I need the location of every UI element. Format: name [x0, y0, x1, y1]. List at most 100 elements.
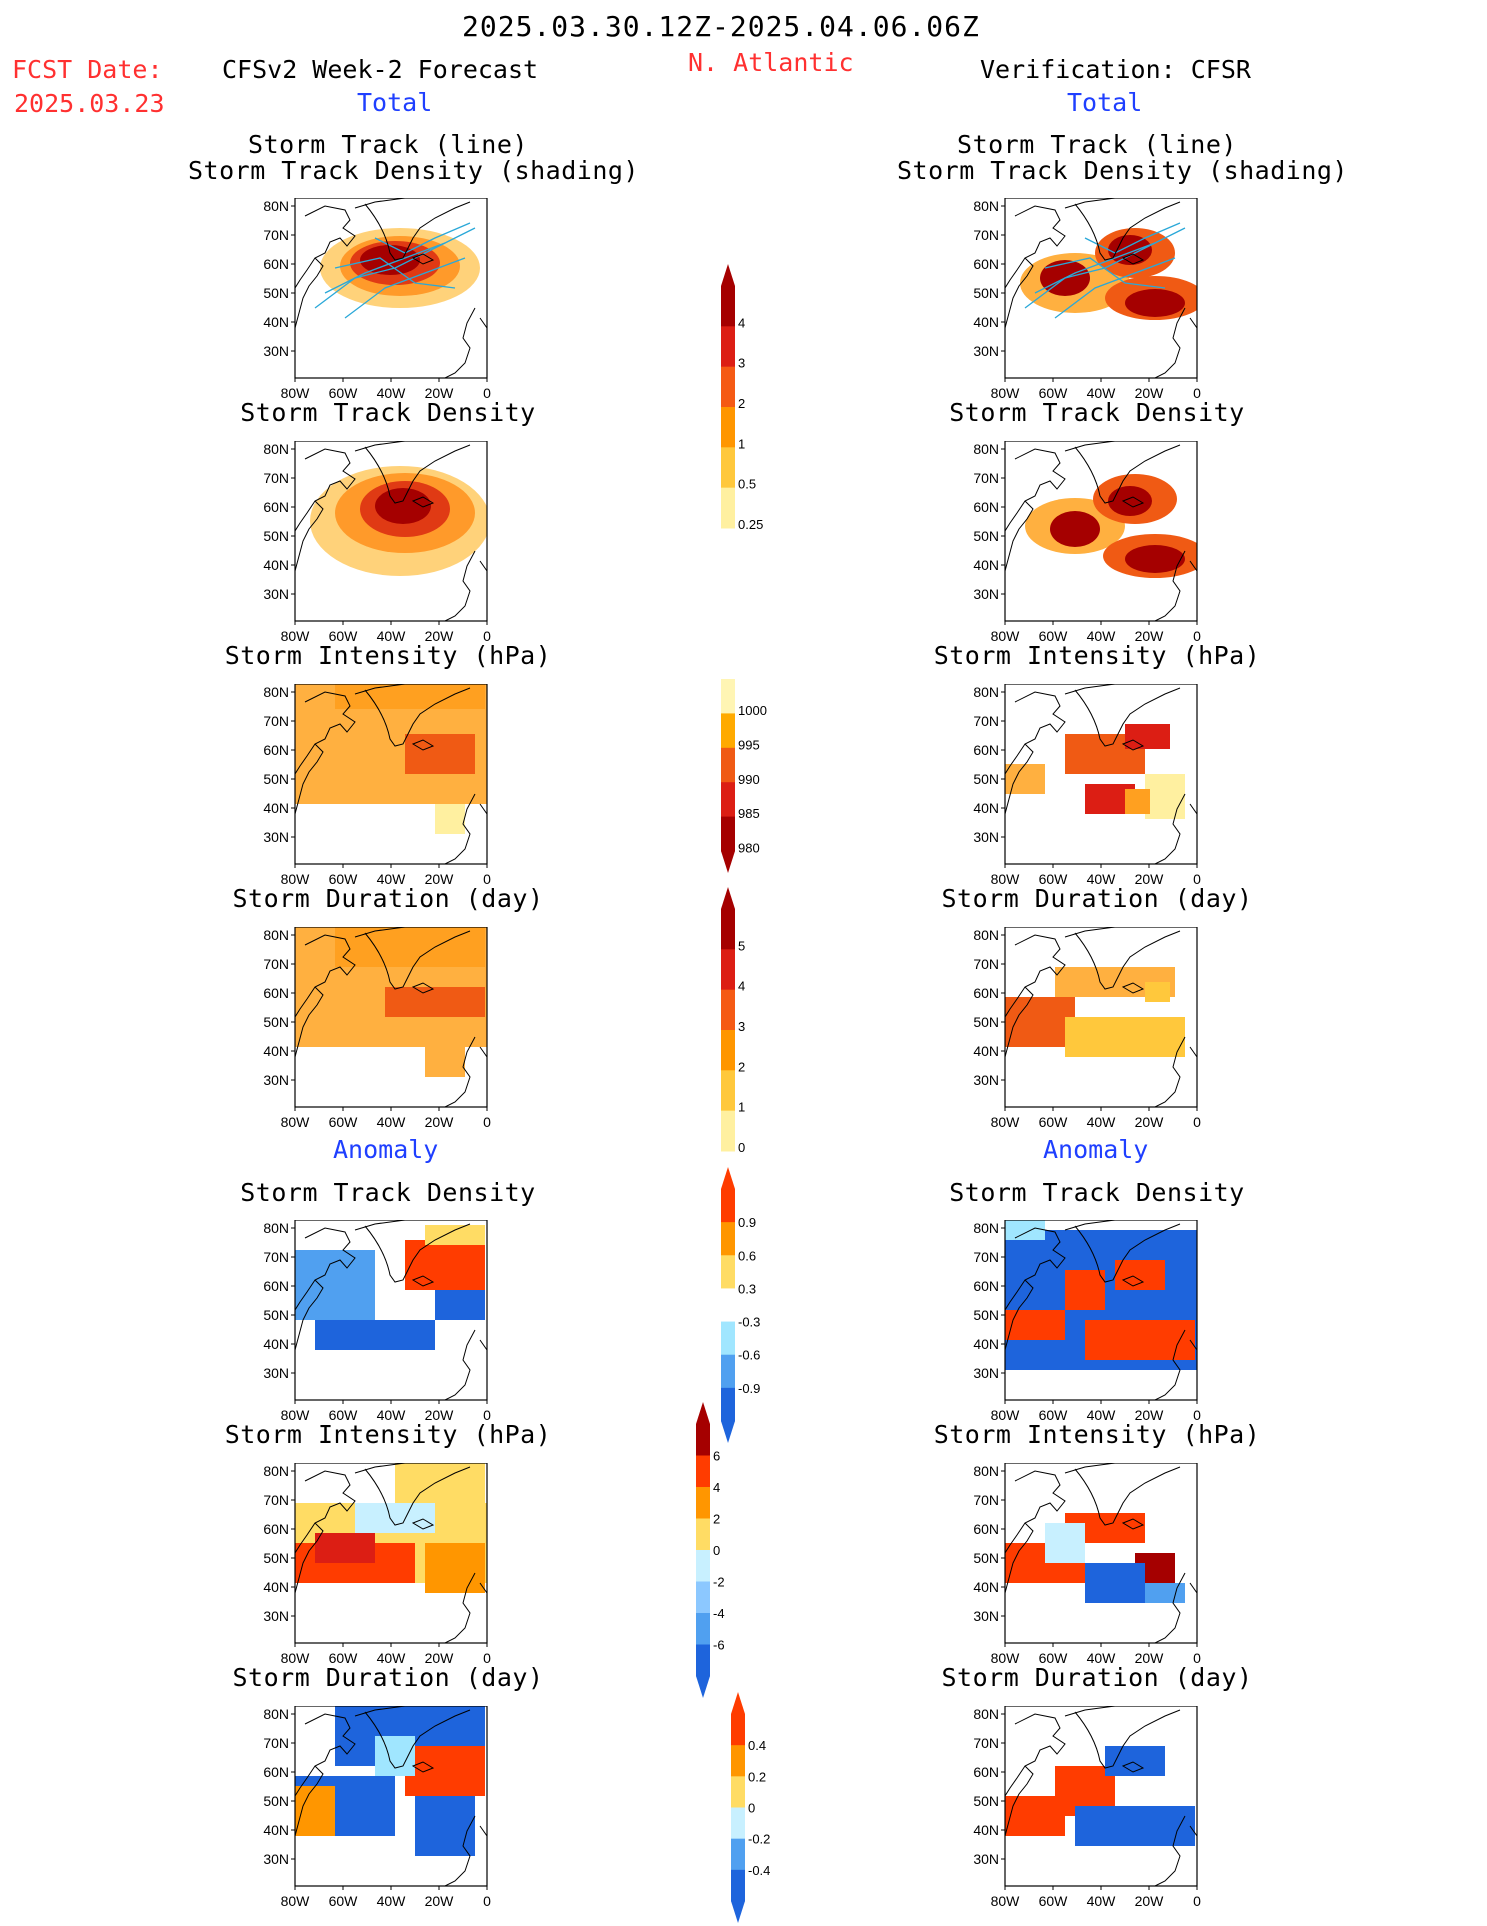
map-panel-total-track-left: 80N 70N 60N 50N 40N 30N 80W 60W 40W 20W 0: [263, 198, 491, 401]
colorbar-swatch: [721, 989, 735, 1031]
lon-tick-label: 60W: [329, 1650, 359, 1666]
title-anom-density-right: Storm Track Density: [949, 1178, 1245, 1207]
lat-tick-label: 50N: [263, 285, 289, 301]
colorbar-label: -0.3: [738, 1315, 760, 1330]
lat-tick-label: 70N: [263, 1492, 289, 1508]
colorbar-swatch: [721, 1288, 735, 1323]
lat-tick-label: 70N: [973, 1492, 999, 1508]
colorbar-label: 2: [713, 1512, 720, 1527]
colorbar-label: -6: [713, 1638, 725, 1653]
field-block: [1005, 764, 1045, 794]
storm-track-line: [1044, 257, 1166, 289]
lat-tick-label: 80N: [263, 1706, 289, 1722]
colorbar-label: 4: [738, 979, 745, 994]
lat-tick-label: 50N: [973, 528, 999, 544]
lon-tick-label: 60W: [329, 871, 359, 887]
lon-tick-label: 80W: [281, 385, 311, 401]
coastline: [295, 441, 487, 621]
lat-tick-label: 50N: [263, 771, 289, 787]
lat-tick-label: 40N: [263, 557, 289, 573]
coastline: [1005, 441, 1197, 621]
lon-tick-label: 20W: [425, 1407, 455, 1423]
colorbar-total-duration: 5 4 3 2 1 0: [721, 887, 745, 1155]
colorbar-swatch: [721, 447, 735, 489]
lon-tick-label: 20W: [425, 1893, 455, 1909]
colorbar-swatch: [696, 1518, 710, 1551]
lon-tick-label: 0: [1193, 1893, 1201, 1909]
lat-tick-label: 70N: [973, 1735, 999, 1751]
colorbar-total-density: 4 3 2 1 0.5 0.25: [721, 264, 763, 532]
lon-tick-label: 20W: [1135, 871, 1165, 887]
colorbar-swatch: [721, 487, 735, 529]
lon-tick-label: 0: [483, 385, 491, 401]
colorbar-label: 5: [738, 938, 745, 953]
colorbar-arrow-bottom: [696, 1676, 710, 1698]
lat-tick-label: 60N: [263, 1521, 289, 1537]
field-block: [1045, 1523, 1085, 1563]
colorbar-label: -4: [713, 1606, 725, 1621]
map-panel-total-density-right: 80N 70N 60N 50N 40N 30N 80W 60W 40W 20W 0: [973, 441, 1201, 644]
field-block: [415, 1796, 475, 1856]
colorbar-label: 3: [738, 356, 745, 371]
colorbar-label: 0.2: [748, 1769, 766, 1784]
colorbar-label: 2: [738, 1059, 745, 1074]
lon-tick-label: 60W: [329, 1407, 359, 1423]
title-density-right: Storm Track Density: [949, 398, 1245, 427]
title-anom-density-left: Storm Track Density: [240, 1178, 536, 1207]
lat-tick-label: 40N: [973, 1579, 999, 1595]
colorbar-label: 0: [748, 1801, 755, 1816]
field-block: [425, 1225, 485, 1245]
lon-tick-label: 20W: [425, 871, 455, 887]
density-shading: [1050, 511, 1100, 547]
lat-tick-label: 80N: [263, 684, 289, 700]
lon-tick-label: 20W: [425, 1114, 455, 1130]
colorbar-swatch: [721, 949, 735, 991]
colorbar-label: 1000: [738, 703, 767, 718]
colorbar-swatch: [721, 816, 735, 852]
lon-tick-label: 40W: [1087, 1114, 1117, 1130]
colorbar-label: 990: [738, 772, 760, 787]
title-duration-left: Storm Duration (day): [232, 884, 544, 913]
colorbar-label: -0.4: [748, 1863, 770, 1878]
lon-tick-label: 40W: [377, 1893, 407, 1909]
lat-tick-label: 30N: [263, 1851, 289, 1867]
lat-tick-label: 70N: [263, 956, 289, 972]
map-panel-anom-intensity-right: 80N 70N 60N 50N 40N 30N 80W 60W 40W 20W 0: [973, 1463, 1201, 1666]
lat-tick-label: 70N: [263, 470, 289, 486]
lat-tick-label: 40N: [973, 1336, 999, 1352]
colorbar-anom-intensity: 6 4 2 0 -2 -4 -6: [696, 1402, 725, 1698]
lon-tick-label: 0: [1193, 385, 1201, 401]
lat-tick-label: 60N: [973, 985, 999, 1001]
coastline: [1005, 1220, 1197, 1400]
coastline: [1005, 927, 1197, 1107]
lat-tick-label: 30N: [263, 586, 289, 602]
lat-tick-label: 30N: [263, 1608, 289, 1624]
verification-label: Verification: CFSR: [980, 55, 1251, 84]
field-block: [1125, 724, 1170, 749]
colorbar-swatch: [721, 366, 735, 408]
lat-tick-label: 80N: [973, 198, 999, 214]
colorbar-swatch: [696, 1581, 710, 1614]
lat-tick-label: 30N: [973, 829, 999, 845]
colorbar-swatch: [721, 1321, 735, 1356]
lon-tick-label: 0: [1193, 871, 1201, 887]
map-panel-anom-density-right: 80N 70N 60N 50N 40N 30N 80W 60W 40W 20W 0: [973, 1220, 1201, 1423]
lat-tick-label: 50N: [973, 1550, 999, 1566]
lat-tick-label: 80N: [973, 441, 999, 457]
lon-tick-label: 0: [483, 1650, 491, 1666]
lon-tick-label: 60W: [329, 1114, 359, 1130]
colorbar-arrow-top: [721, 887, 735, 909]
date-range-title: 2025.03.30.12Z-2025.04.06.06Z: [462, 10, 980, 43]
colorbar-swatch: [721, 286, 735, 327]
field-block: [295, 1786, 335, 1836]
lat-tick-label: 50N: [973, 285, 999, 301]
total-label-left: Total: [357, 88, 433, 117]
lat-tick-label: 80N: [263, 441, 289, 457]
colorbar-label: 1: [738, 1100, 745, 1115]
lat-tick-label: 80N: [263, 1463, 289, 1479]
lon-tick-label: 60W: [1039, 385, 1069, 401]
storm-track-line: [344, 257, 466, 319]
lat-tick-label: 40N: [263, 1336, 289, 1352]
colorbar-swatch: [721, 713, 735, 749]
colorbar-swatch: [721, 909, 735, 950]
